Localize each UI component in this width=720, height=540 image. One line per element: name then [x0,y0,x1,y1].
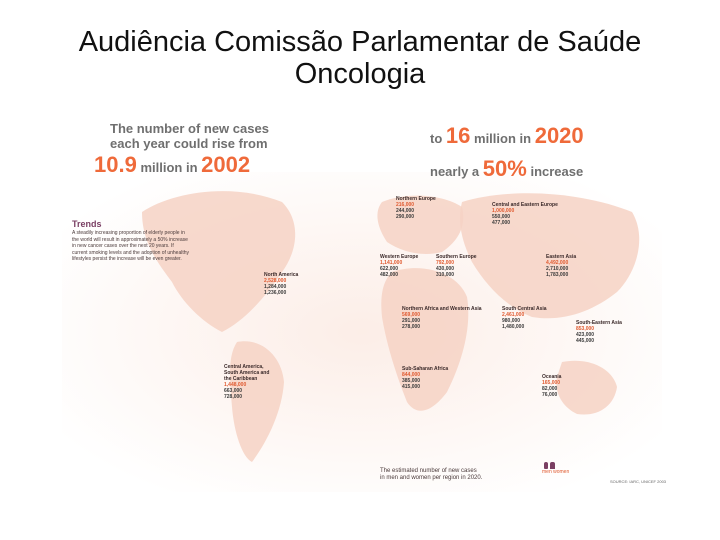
to-year: 2020 [534,123,584,148]
footer-caption: The estimated number of new cases in men… [380,468,482,482]
region-south-central-asia: South Central Asia 2,461,000 980,000 1,4… [502,306,547,330]
continent-europe [377,195,464,254]
region-southern-europe: Southern Europe 792,000 430,000 310,000 [436,254,477,278]
to-mid: million in [474,131,532,146]
cancer-cases-poster: The number of new cases each year could … [62,112,666,492]
increase-value: 50% [482,156,527,181]
region-oceania: Oceania 165,000 82,000 76,000 [542,374,562,398]
headline-left-line-1: The number of new cases [110,121,269,136]
headline-to: to 16 million in 2020 [430,124,584,151]
to-prefix: to [430,131,443,146]
legend-men: men [542,469,552,475]
legend: men women [542,462,569,475]
trends-text: A steadily increasing proportion of elde… [72,230,190,262]
to-value: 16 [445,123,471,148]
region-northern-africa-western-asia: Northern Africa and Western Asia 569,000… [402,306,482,330]
headline-from: 10.9 million in 2002 [94,154,250,179]
region-eastern-asia: Eastern Asia 4,492,000 2,710,000 1,783,0… [546,254,577,278]
source-note: SOURCE: IARC, UNICEF 2003 [610,479,667,484]
increase-prefix: nearly a [430,164,480,179]
continent-asia [460,193,640,319]
caption-line-2: in men and women per region in 2020. [380,475,483,481]
from-mid: million in [140,160,198,175]
continent-oceania [556,360,617,415]
region-north-america: North America 2,528,000 1,284,000 1,236,… [264,272,299,296]
slide-title-line-1: Audiência Comissão Parlamentar de Saúde [78,26,642,58]
slide-title-line-2: Oncologia [294,58,426,90]
headline-increase: nearly a 50% increase [430,158,583,183]
increase-suffix: increase [530,164,584,179]
region-latin-america-caribbean: Central America, South America and the C… [224,364,270,400]
region-south-eastern-asia: South-Eastern Asia 853,000 423,000 445,0… [576,320,622,344]
legend-women: women [553,469,570,475]
man-icon [544,462,548,469]
slide-title: Audiência Comissão Parlamentar de Saúde … [40,26,680,90]
region-western-europe: Western Europe 1,141,000 622,000 482,000 [380,254,419,278]
continent-north-america [142,191,296,332]
region-northern-europe: Northern Europe 216,000 244,000 290,000 [396,196,436,220]
continent-africa [381,268,469,411]
caption-line-1: The estimated number of new cases [380,468,477,474]
region-sub-saharan-africa: Sub-Saharan Africa 844,000 385,000 415,0… [402,366,449,390]
trends-title: Trends [72,219,102,229]
headline-left-line-2: each year could rise from [110,136,268,151]
region-central-eastern-europe: Central and Eastern Europe 1,000,000 550… [492,202,558,226]
woman-icon [550,462,556,469]
from-value: 10.9 [94,152,137,177]
continent-south-america [229,341,284,462]
world-map-background [62,172,662,492]
trends-box: Trends A steadily increasing proportion … [72,218,190,263]
from-year: 2002 [201,152,251,177]
